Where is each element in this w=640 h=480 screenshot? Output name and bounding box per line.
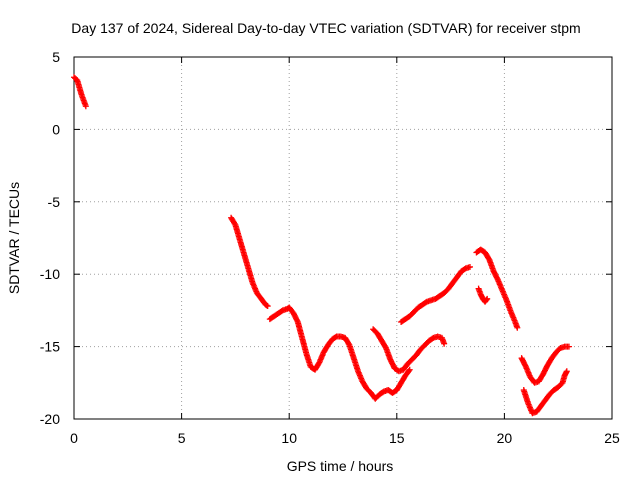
plot-frame [73, 56, 613, 420]
data-segment [473, 246, 521, 331]
data-segment [370, 326, 448, 375]
data-point [483, 296, 490, 303]
data-point [315, 360, 322, 367]
data-point [345, 340, 352, 347]
y-tick-label: -5 [48, 194, 61, 210]
y-tick-label: -20 [40, 411, 60, 427]
data-point [406, 366, 413, 373]
x-axis-label: GPS time / hours [287, 458, 394, 474]
data-segment [475, 285, 491, 305]
data-segment [520, 368, 570, 417]
x-tick-label: 25 [604, 430, 620, 446]
data-point [264, 303, 271, 310]
y-tick-label: 0 [52, 121, 60, 137]
data-segment [71, 74, 89, 110]
data-point [466, 263, 473, 270]
data-segment [398, 263, 473, 325]
data-point [405, 367, 412, 374]
x-tick-label: 10 [281, 430, 297, 446]
x-tick-label: 5 [178, 430, 186, 446]
y-tick-label: -15 [40, 339, 60, 355]
y-tick-label: 5 [52, 49, 60, 65]
data-point [441, 340, 448, 347]
chart-title: Day 137 of 2024, Sidereal Day-to-day VTE… [71, 20, 580, 36]
data-point [485, 255, 492, 262]
data-point [484, 295, 491, 302]
grid [74, 57, 612, 419]
x-tick-label: 20 [497, 430, 513, 446]
data-point [382, 343, 389, 350]
data-point [565, 343, 572, 350]
data-point [514, 324, 521, 331]
data-segment [228, 214, 271, 310]
x-tick-label: 15 [389, 430, 405, 446]
data-point [231, 220, 238, 227]
data-point [82, 103, 89, 110]
x-tick-label: 0 [70, 430, 78, 446]
data-segment [518, 343, 572, 386]
axis-ticks: 0 5 10 15 20 25 5 0 -5 -10 -15 -20 [40, 49, 620, 446]
data-segment [266, 304, 413, 402]
y-axis-label: SDTVAR / TECUs [6, 182, 22, 294]
y-tick-label: -10 [40, 266, 60, 282]
data-point [263, 302, 270, 309]
data-marks [71, 74, 572, 417]
data-point [563, 368, 570, 375]
